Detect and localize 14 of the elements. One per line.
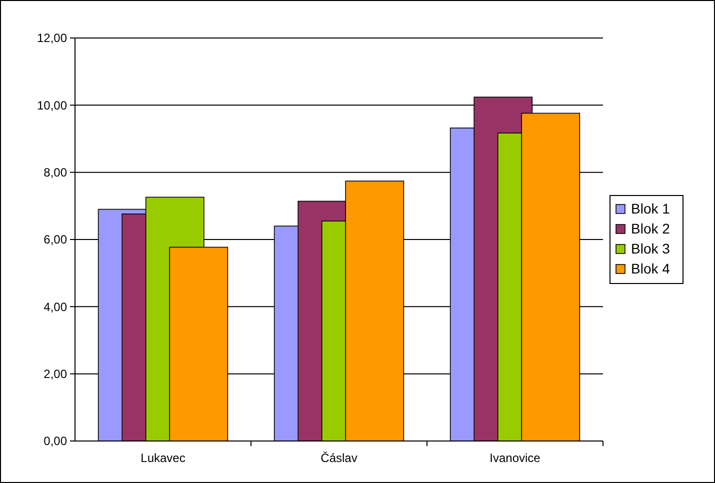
x-tick-label: Čáslav [320, 451, 358, 465]
x-tick-label: Lukavec [140, 451, 186, 465]
y-tick-label: 8,00 [44, 166, 68, 180]
legend-label: Blok 3 [631, 240, 670, 256]
y-tick-label: 10,00 [36, 98, 68, 112]
legend-label: Blok 1 [631, 200, 670, 216]
y-tick-label: 4,00 [44, 300, 68, 314]
legend-label: Blok 2 [631, 220, 670, 236]
legend-label: Blok 4 [631, 260, 670, 276]
y-tick-label: 12,00 [36, 31, 68, 46]
y-tick-label: 6,00 [44, 232, 68, 247]
y-tick-label: 0,00 [44, 434, 68, 448]
y-tick-label: 2,00 [44, 367, 68, 382]
x-tick-label: Ivanovice [490, 451, 541, 465]
